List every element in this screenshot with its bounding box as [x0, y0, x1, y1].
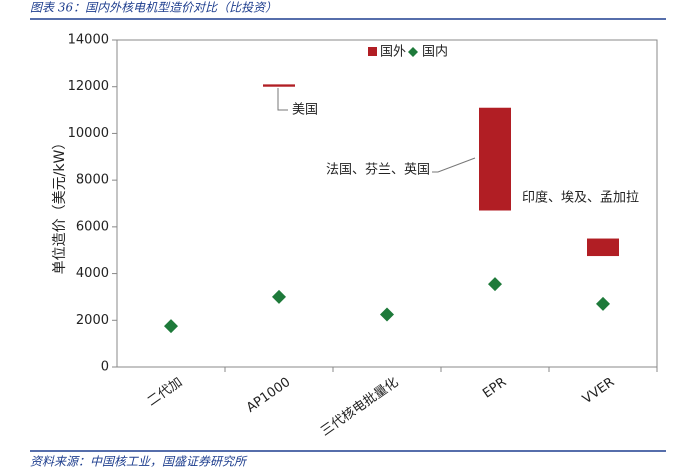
annotation: 印度、埃及、孟加拉	[522, 190, 639, 206]
diamond	[488, 277, 502, 292]
legend-swatch	[368, 47, 377, 56]
y-tick-label: 14000	[68, 33, 109, 48]
x-tick-label: AP1000	[244, 375, 293, 416]
legend-label: 国外	[380, 45, 406, 60]
diamond	[164, 319, 178, 334]
x-tick-label: 二代加	[145, 375, 186, 410]
header-title: 图表 36：国内外核电机型造价对比（比投资）	[30, 1, 277, 15]
bar	[587, 238, 619, 257]
annotation-leader	[277, 88, 288, 111]
annotation: 美国	[292, 103, 318, 118]
y-axis-label: 单位造价（美元/kW）	[52, 136, 68, 275]
y-tick-label: 0	[101, 360, 109, 375]
annotation-leader	[432, 157, 476, 173]
y-tick-label: 8000	[76, 173, 109, 188]
plot-frame	[116, 39, 658, 368]
y-tick-label: 10000	[68, 126, 109, 141]
legend-label: 国内	[422, 44, 448, 60]
diamond	[380, 307, 394, 322]
diamond	[596, 296, 610, 311]
bar	[479, 107, 511, 211]
diamond	[272, 289, 286, 304]
y-tick-label: 6000	[76, 219, 109, 234]
x-tick-label: VVER	[580, 375, 617, 407]
x-tick-label: 三代核电批量化	[318, 375, 401, 439]
y-tick-label: 4000	[76, 266, 109, 281]
annotation: 法国、芬兰、英国	[326, 163, 430, 178]
bar	[263, 84, 295, 87]
x-tick-label: EPR	[480, 375, 509, 402]
legend-swatch	[408, 47, 418, 57]
y-tick-label: 12000	[68, 79, 109, 94]
footer-source: 资料来源：中国核工业，国盛证券研究所	[30, 455, 248, 469]
y-tick-label: 2000	[76, 313, 109, 328]
